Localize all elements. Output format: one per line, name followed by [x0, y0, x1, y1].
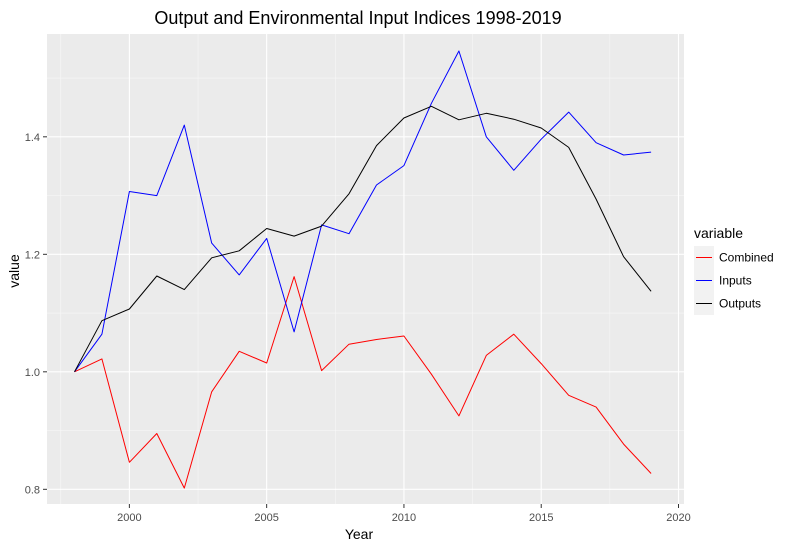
x-tick-label: 2015	[529, 512, 553, 524]
series-line-inputs	[74, 50, 652, 373]
y-tick-label: 1.4	[25, 132, 40, 144]
x-axis-title: Year	[345, 526, 374, 542]
y-axis-title: value	[6, 254, 22, 288]
chart-title: Output and Environmental Input Indices 1…	[154, 8, 561, 28]
y-tick-label: 0.8	[25, 484, 40, 496]
legend-label: Inputs	[719, 274, 752, 288]
legend: variable Combined Inputs Outputs	[694, 225, 774, 315]
x-tick-label: 2000	[117, 512, 141, 524]
axes: 2000 2005 2010 2015 2020 0.8 1.0 1.2 1.4	[25, 132, 691, 524]
legend-label: Outputs	[719, 297, 761, 311]
series-line-outputs	[74, 105, 652, 373]
series-line-combined	[74, 276, 652, 489]
legend-label: Combined	[719, 251, 774, 265]
series-lines	[74, 50, 652, 489]
grid-lines	[47, 34, 684, 504]
legend-title: variable	[694, 225, 743, 241]
y-tick-label: 1.0	[25, 367, 40, 379]
plot-panel	[47, 34, 684, 504]
y-tick-label: 1.2	[25, 249, 40, 261]
x-tick-label: 2005	[254, 512, 278, 524]
x-tick-label: 2010	[392, 512, 416, 524]
x-tick-label: 2020	[666, 512, 690, 524]
